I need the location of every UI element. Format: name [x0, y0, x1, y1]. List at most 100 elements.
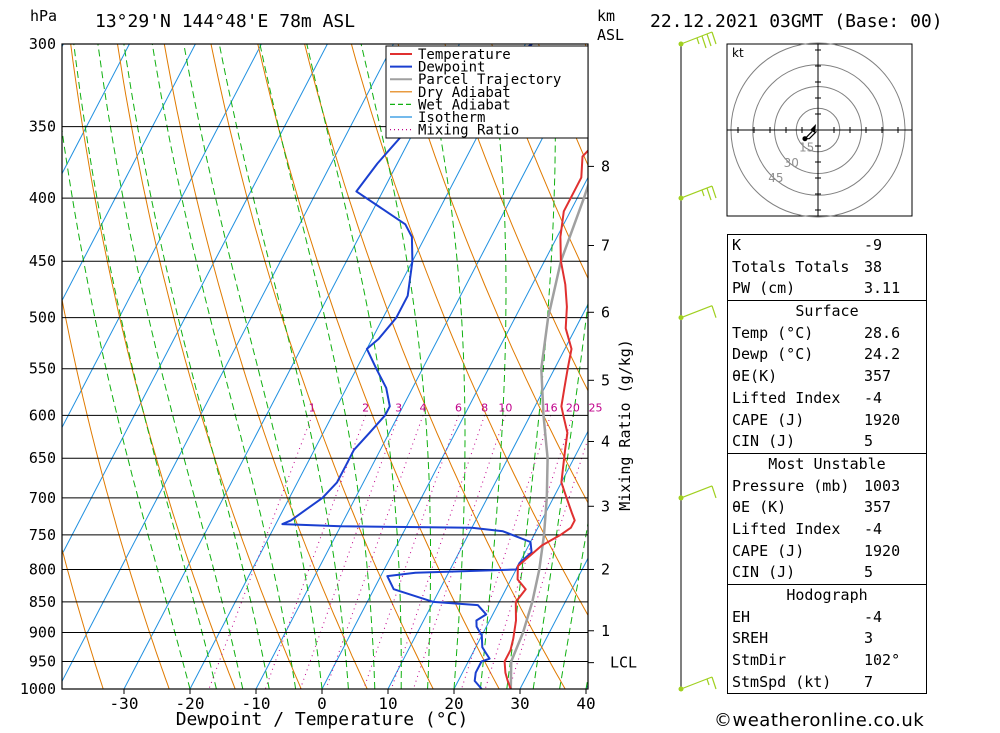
most-unstable-box: Most Unstable Pressure (mb) 1003 θE (K) 357 L… — [727, 453, 927, 585]
stat-value: 38 — [864, 257, 883, 276]
stat-value: -9 — [864, 236, 883, 254]
stats-panel: K -9 Totals Totals 38 PW (cm) 3.11 Surface Tem… — [727, 234, 927, 695]
wind-barb-flag — [706, 187, 712, 201]
stat-value: 1003 — [864, 476, 901, 495]
mixing-ratio-label: 1 — [309, 401, 316, 414]
dry-adiabat-line — [62, 547, 104, 689]
x-tick-label: 20 — [444, 694, 463, 713]
stat-value: 3.11 — [864, 279, 901, 298]
index-row: PW (cm) 3.11 — [728, 278, 926, 300]
wet-adiabat-line — [559, 520, 588, 689]
mixing-ratio-label: 8 — [481, 401, 488, 414]
mixing-ratio-label: 10 — [498, 401, 512, 414]
mixing-ratio-label: 16 — [544, 401, 558, 414]
surface-row: Lifted Index -4 — [728, 388, 926, 410]
stat-label: Lifted Index — [732, 519, 841, 538]
wind-barb-flag — [711, 31, 717, 45]
x-tick-label: 30 — [510, 694, 529, 713]
legend-entry: Temperature — [418, 47, 511, 63]
hpa-label: hPa — [30, 7, 57, 25]
wind-barb-flag — [711, 676, 717, 690]
km-label: km — [597, 7, 615, 25]
legend-entry: Mixing Ratio — [418, 123, 519, 139]
stat-value: 5 — [864, 432, 874, 451]
pressure-tick-label: 950 — [29, 653, 56, 671]
stat-label: Temp (°C) — [732, 323, 814, 342]
stat-value: 1920 — [864, 541, 901, 560]
surface-row: θE(K) 357 — [728, 366, 926, 388]
hodograph-ring-label: 45 — [768, 171, 783, 185]
mixing-ratio-label: 6 — [455, 401, 462, 414]
hodograph-ring-label: 30 — [784, 156, 799, 170]
surface-box: Surface Temp (°C) 28.6 Dewp (°C) 24.2 θE(K) 35… — [727, 301, 927, 454]
dry-adiabat-line — [959, 44, 1000, 689]
wind-barb-flag — [701, 35, 707, 49]
mixing-ratio-line — [299, 415, 400, 689]
mixing-ratio-label: 20 — [566, 401, 580, 414]
pressure-tick-label: 1000 — [20, 680, 56, 698]
x-tick-label: -30 — [110, 694, 139, 713]
stat-value: 102° — [864, 651, 901, 670]
x-tick-label: 0 — [317, 694, 327, 713]
surface-row: Temp (°C) 28.6 — [728, 323, 926, 345]
hodograph-point — [802, 136, 808, 142]
wet-adiabat-line — [218, 44, 349, 689]
wind-barb-staff — [680, 31, 713, 45]
legend-entry: Dry Adiabat — [418, 85, 511, 101]
stat-label: CIN (J) — [732, 432, 796, 451]
x-tick-label: -20 — [176, 694, 205, 713]
most-unstable-row: CAPE (J) 1920 — [728, 541, 926, 563]
height-tick-label: 5 — [601, 371, 610, 389]
wind-barb-flag — [711, 185, 717, 199]
pressure-tick-label: 600 — [29, 406, 56, 424]
pressure-tick-label: 700 — [29, 489, 56, 507]
legend-entry: Dewpoint — [418, 60, 485, 76]
isotherm-line — [123, 44, 460, 689]
temperature-line — [503, 149, 588, 689]
legend-entry: Isotherm — [418, 110, 485, 126]
x-tick-label: -10 — [242, 694, 271, 713]
stat-label: θE (K) — [732, 498, 787, 517]
wet-adiabat-line — [360, 44, 431, 689]
isotherm-line — [62, 44, 394, 683]
hodograph-unit-label: kt — [732, 46, 744, 60]
stat-value: 28.6 — [864, 323, 901, 342]
stat-label: Dewp (°C) — [732, 345, 814, 364]
datetime-title: 22.12.2021 03GMT (Base: 00) — [650, 11, 943, 32]
dry-adiabat-line — [350, 44, 588, 617]
pressure-tick-label: 800 — [29, 560, 56, 578]
pressure-tick-label: 500 — [29, 309, 56, 327]
dry-adiabat-line — [70, 44, 236, 689]
height-tick-label: 7 — [601, 237, 610, 255]
mixing-ratio-axis-title: Mixing Ratio (g/kg) — [616, 339, 634, 511]
mixing-ratio-line — [264, 415, 367, 689]
stat-label: Lifted Index — [732, 388, 841, 407]
isotherm-line — [189, 44, 526, 689]
plot-frame — [61, 43, 589, 690]
indices-box: K -9 Totals Totals 38 PW (cm) 3.11 — [727, 234, 927, 302]
hodograph-stat-row: StmSpd (kt) 7 — [728, 672, 926, 694]
surface-row: CAPE (J) 1920 — [728, 410, 926, 432]
wind-barb-flag — [711, 485, 717, 499]
legend-entry: Parcel Trajectory — [418, 72, 561, 88]
isotherm-line — [453, 430, 588, 689]
stat-label: CAPE (J) — [732, 410, 805, 429]
mixing-ratio-label: 4 — [419, 401, 426, 414]
stat-value: -4 — [864, 607, 883, 626]
stat-value: 1920 — [864, 410, 901, 429]
height-tick-label: 4 — [601, 432, 610, 450]
dry-adiabat-line — [163, 44, 368, 689]
isotherm-line — [321, 176, 588, 689]
pressure-tick-label: 350 — [29, 118, 56, 136]
wet-adiabat-line — [585, 675, 588, 689]
stat-label: PW (cm) — [732, 279, 796, 298]
legend-entry: Wet Adiabat — [418, 97, 511, 113]
height-tick-label: 6 — [601, 303, 610, 321]
stat-value: 357 — [864, 498, 892, 517]
height-tick-label: 8 — [601, 157, 610, 175]
wet-adiabat-line — [62, 126, 191, 689]
stat-label: θE(K) — [732, 367, 778, 386]
stat-value: 5 — [864, 563, 874, 582]
isotherm-line — [255, 49, 588, 689]
stat-label: CAPE (J) — [732, 541, 805, 560]
